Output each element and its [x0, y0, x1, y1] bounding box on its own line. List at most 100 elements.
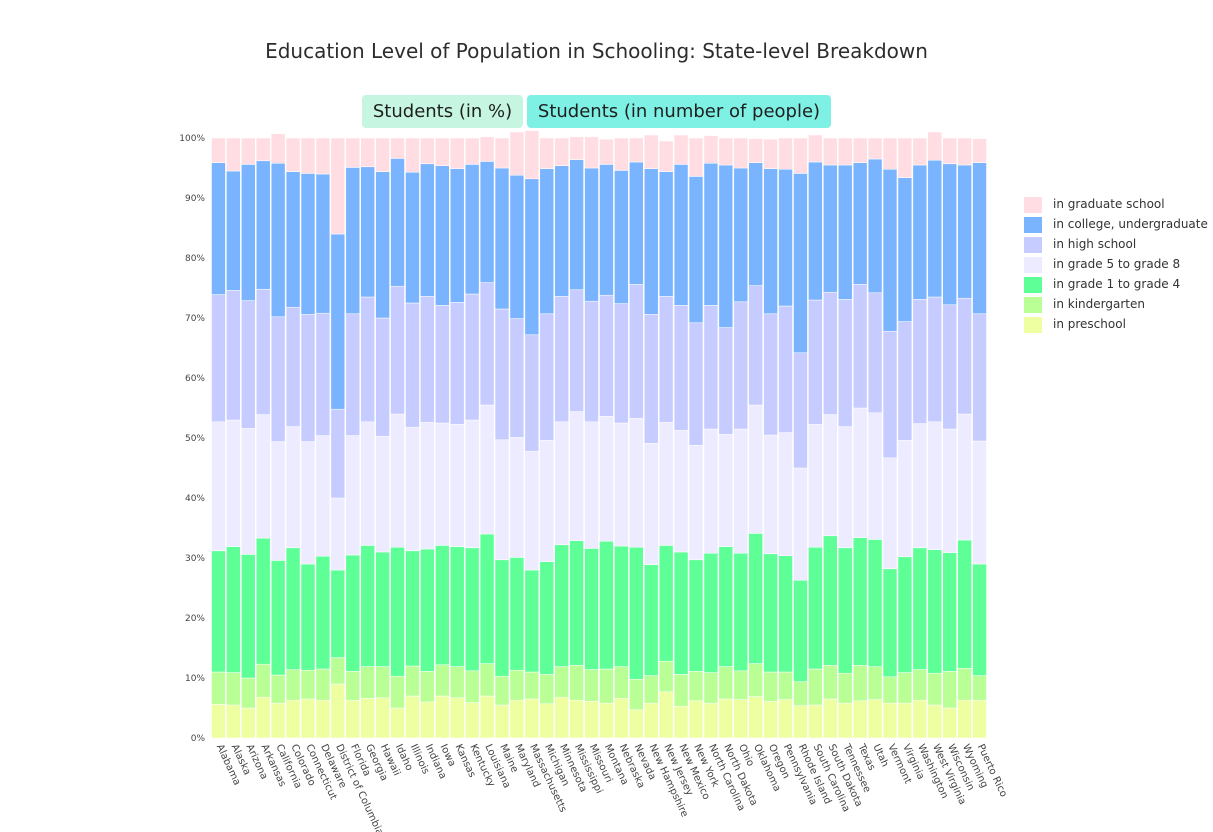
bar-segment[interactable]	[226, 290, 241, 421]
bar-segment[interactable]	[241, 707, 256, 739]
bar-segment[interactable]	[390, 413, 405, 548]
bar-segment[interactable]	[300, 563, 316, 671]
bar-segment[interactable]	[435, 422, 450, 546]
bar-segment[interactable]	[450, 666, 465, 699]
bar-segment[interactable]	[569, 665, 584, 701]
bar-segment[interactable]	[852, 665, 868, 702]
bar-segment[interactable]	[330, 137, 346, 235]
bar-segment[interactable]	[688, 671, 704, 702]
bar-segment[interactable]	[838, 547, 853, 674]
bar-segment[interactable]	[629, 284, 644, 419]
bar-segment[interactable]	[852, 137, 868, 163]
bar-segment[interactable]	[852, 537, 868, 666]
bar-segment[interactable]	[435, 165, 450, 306]
bar-segment[interactable]	[285, 699, 301, 739]
bar-segment[interactable]	[241, 554, 256, 679]
bar-segment[interactable]	[524, 698, 540, 739]
bar-segment[interactable]	[763, 313, 778, 436]
bar-segment[interactable]	[852, 284, 868, 409]
bar-segment[interactable]	[479, 404, 495, 535]
bar-segment[interactable]	[599, 668, 614, 704]
bar-segment[interactable]	[509, 437, 525, 558]
bar-segment[interactable]	[420, 163, 435, 297]
bar-segment[interactable]	[823, 665, 838, 700]
bar-segment[interactable]	[614, 545, 629, 667]
bar-segment[interactable]	[494, 704, 510, 739]
bar-segment[interactable]	[673, 705, 689, 739]
bar-segment[interactable]	[345, 699, 360, 739]
bar-segment[interactable]	[629, 161, 644, 285]
bar-segment[interactable]	[927, 549, 942, 674]
bar-segment[interactable]	[241, 164, 256, 301]
bar-segment[interactable]	[584, 421, 599, 549]
bar-segment[interactable]	[524, 178, 540, 336]
bar-segment[interactable]	[494, 308, 510, 441]
bar-segment[interactable]	[584, 548, 599, 670]
bar-segment[interactable]	[435, 695, 450, 739]
bar-segment[interactable]	[823, 291, 838, 415]
bar-segment[interactable]	[912, 547, 928, 670]
bar-segment[interactable]	[450, 423, 465, 547]
bar-segment[interactable]	[644, 134, 659, 169]
bar-segment[interactable]	[718, 666, 734, 700]
bar-segment[interactable]	[569, 540, 584, 666]
bar-segment[interactable]	[882, 568, 898, 678]
bar-segment[interactable]	[211, 671, 226, 705]
bar-segment[interactable]	[957, 699, 972, 739]
bar-segment[interactable]	[972, 563, 987, 676]
bar-segment[interactable]	[420, 137, 435, 165]
bar-segment[interactable]	[942, 428, 957, 553]
bar-segment[interactable]	[554, 696, 569, 739]
bar-segment[interactable]	[330, 233, 346, 410]
bar-segment[interactable]	[957, 539, 972, 669]
bar-segment[interactable]	[226, 137, 241, 172]
bar-segment[interactable]	[300, 137, 316, 174]
bar-segment[interactable]	[285, 171, 301, 308]
bar-segment[interactable]	[763, 168, 778, 315]
bar-segment[interactable]	[360, 545, 375, 667]
bar-segment[interactable]	[882, 702, 898, 739]
bar-segment[interactable]	[554, 296, 569, 423]
bar-segment[interactable]	[539, 440, 554, 562]
bar-segment[interactable]	[614, 170, 629, 304]
bar-segment[interactable]	[599, 702, 614, 739]
bar-segment[interactable]	[226, 672, 241, 706]
bar-segment[interactable]	[733, 670, 748, 700]
bar-segment[interactable]	[823, 164, 838, 293]
bar-segment[interactable]	[823, 414, 838, 537]
bar-segment[interactable]	[435, 545, 450, 666]
bar-segment[interactable]	[270, 133, 286, 164]
bar-segment[interactable]	[539, 674, 554, 705]
bar-segment[interactable]	[658, 296, 674, 423]
bar-segment[interactable]	[405, 137, 420, 173]
bar-segment[interactable]	[748, 533, 763, 664]
bar-segment[interactable]	[614, 666, 629, 699]
bar-segment[interactable]	[584, 701, 599, 739]
bar-segment[interactable]	[330, 683, 346, 739]
bar-segment[interactable]	[748, 162, 763, 286]
bar-segment[interactable]	[912, 164, 928, 300]
bar-segment[interactable]	[703, 428, 719, 554]
bar-segment[interactable]	[912, 137, 928, 166]
bar-segment[interactable]	[539, 703, 554, 739]
bar-segment[interactable]	[285, 137, 301, 172]
bar-segment[interactable]	[942, 552, 957, 672]
bar-segment[interactable]	[763, 553, 778, 673]
bar-segment[interactable]	[957, 297, 972, 415]
bar-segment[interactable]	[524, 130, 540, 180]
bar-segment[interactable]	[509, 669, 525, 701]
bar-segment[interactable]	[211, 421, 226, 552]
bar-segment[interactable]	[300, 698, 316, 739]
bar-segment[interactable]	[718, 137, 734, 166]
bar-segment[interactable]	[479, 663, 495, 697]
bar-segment[interactable]	[554, 544, 569, 667]
bar-segment[interactable]	[524, 450, 540, 571]
bar-segment[interactable]	[867, 539, 883, 667]
bar-segment[interactable]	[838, 164, 853, 300]
bar-segment[interactable]	[330, 497, 346, 571]
bar-segment[interactable]	[673, 551, 689, 675]
bar-segment[interactable]	[658, 140, 674, 172]
bar-segment[interactable]	[584, 669, 599, 702]
bar-segment[interactable]	[897, 672, 913, 704]
bar-segment[interactable]	[897, 556, 913, 673]
